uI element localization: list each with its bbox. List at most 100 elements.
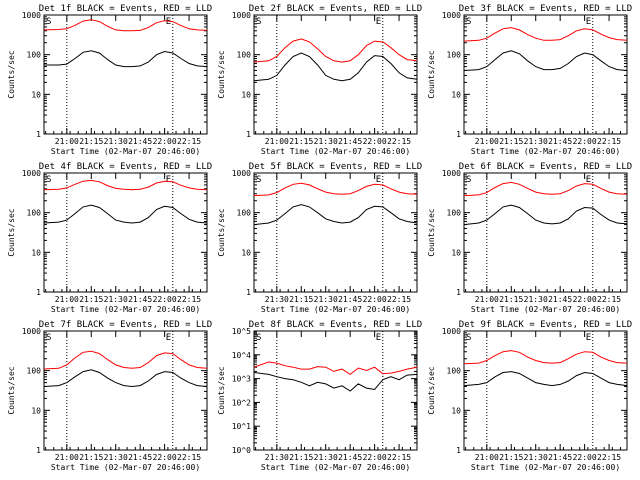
x-axis-label: Start Time (02-Mar-07 20:46:00)	[471, 147, 620, 156]
y-tick-label: 1000	[442, 11, 461, 20]
x-tick-label: 21:45	[338, 453, 362, 462]
x-tick-label: 21:00	[55, 137, 79, 146]
y-tick-label: 10	[31, 248, 41, 257]
lld-series-line	[253, 182, 418, 197]
x-tick-label: 22:00	[363, 295, 387, 304]
events-series-line	[463, 204, 628, 226]
panel-title: Det 9f BLACK = Events, RED = LLD	[459, 320, 632, 330]
plot-frame	[463, 14, 628, 135]
x-tick-label: 21:15	[79, 137, 103, 146]
detector-panel-1: Det 1f BLACK = Events, RED = LLD 1 10 100 10…	[7, 4, 212, 156]
x-tick-label: 21:45	[548, 137, 572, 146]
end-marker: E	[586, 175, 591, 185]
x-tick-label: 21:30	[265, 295, 289, 304]
events-series-line	[44, 50, 208, 68]
x-tick-label: 22:00	[363, 453, 387, 462]
start-marker: S	[46, 333, 51, 343]
x-tick-label: 21:30	[314, 453, 338, 462]
end-marker: E	[376, 333, 381, 343]
detector-panel-7: Det 7f BLACK = Events, RED = LLD 1 10 100 10…	[7, 320, 212, 472]
end-marker: E	[166, 17, 171, 27]
lld-series-line	[463, 350, 628, 365]
lld-series-line	[463, 27, 628, 42]
x-tick-label: 22:00	[153, 453, 177, 462]
x-tick-label: 22:00	[363, 137, 387, 146]
y-tick-label: 1	[246, 288, 251, 297]
x-tick-label: 21:45	[338, 137, 362, 146]
events-series-line	[463, 371, 628, 387]
x-tick-label: 21:30	[314, 295, 338, 304]
x-tick-label: 21:00	[55, 453, 79, 462]
x-axis-label: Start Time (02-Mar-07 20:46:00)	[51, 305, 200, 314]
x-tick-label: 22:15	[597, 137, 621, 146]
x-tick-label: 22:15	[177, 453, 201, 462]
start-marker: S	[256, 333, 261, 343]
detector-panel-5: Det 5f BLACK = Events, RED = LLD 1 10 100 10…	[217, 162, 422, 314]
y-tick-label: 100	[447, 51, 462, 60]
events-series-line	[253, 372, 418, 392]
y-tick-label: 10^3	[232, 375, 251, 384]
y-tick-label: 1	[36, 130, 41, 139]
x-tick-label: 21:00	[475, 295, 499, 304]
x-tick-label: 21:30	[104, 295, 128, 304]
y-tick-label: 1000	[22, 11, 41, 20]
y-tick-label: 10^1	[232, 422, 251, 431]
end-marker: E	[586, 333, 591, 343]
x-tick-label: 21:45	[128, 295, 152, 304]
y-axis-label: Counts/sec	[427, 50, 436, 98]
x-tick-label: 22:15	[177, 295, 201, 304]
x-tick-label: 21:15	[79, 295, 103, 304]
y-tick-label: 1000	[442, 327, 461, 336]
panel-title: Det 1f BLACK = Events, RED = LLD	[39, 4, 212, 14]
detector-panel-9: Det 9f BLACK = Events, RED = LLD 1 10 100 10…	[427, 320, 632, 472]
y-axis-label: Counts/sec	[217, 208, 226, 256]
end-marker: E	[376, 175, 381, 185]
x-tick-label: 21:30	[524, 453, 548, 462]
x-axis-label: Start Time (02-Mar-07 20:46:00)	[471, 463, 620, 472]
x-tick-label: 21:15	[289, 453, 313, 462]
x-tick-label: 21:00	[55, 295, 79, 304]
x-tick-label: 21:15	[289, 137, 313, 146]
x-tick-label: 21:15	[79, 453, 103, 462]
x-axis-label: Start Time (02-Mar-07 20:46:00)	[261, 305, 410, 314]
y-tick-label: 1000	[22, 327, 41, 336]
x-tick-label: 22:00	[573, 453, 597, 462]
start-marker: S	[256, 17, 261, 27]
x-tick-label: 22:15	[387, 137, 411, 146]
y-tick-label: 1000	[442, 169, 461, 178]
y-axis-label: Counts/sec	[7, 50, 16, 98]
y-tick-label: 1	[456, 288, 461, 297]
panel-title: Det 3f BLACK = Events, RED = LLD	[459, 4, 632, 14]
y-tick-label: 100	[27, 209, 42, 218]
y-tick-label: 10	[451, 406, 461, 415]
x-tick-label: 22:15	[177, 137, 201, 146]
x-tick-label: 22:00	[573, 137, 597, 146]
lld-series-line	[463, 181, 628, 197]
x-tick-label: 21:30	[104, 453, 128, 462]
x-tick-label: 22:15	[597, 453, 621, 462]
y-tick-label: 10^2	[232, 398, 251, 407]
y-axis-label: Counts/sec	[7, 366, 16, 414]
y-axis-label: Counts/sec	[7, 208, 16, 256]
y-tick-label: 100	[27, 367, 42, 376]
y-tick-label: 10	[31, 90, 41, 99]
y-tick-label: 1	[456, 446, 461, 455]
y-tick-label: 10^5	[232, 327, 251, 336]
y-axis-label: Counts/sec	[427, 208, 436, 256]
x-tick-label: 21:00	[475, 137, 499, 146]
x-tick-label: 22:00	[573, 295, 597, 304]
x-tick-label: 21:45	[128, 453, 152, 462]
x-axis-label: Start Time (02-Mar-07 20:46:00)	[51, 147, 200, 156]
y-tick-label: 1000	[22, 169, 41, 178]
x-tick-label: 21:30	[524, 137, 548, 146]
x-axis-label: Start Time (02-Mar-07 20:46:00)	[51, 463, 200, 472]
plot-frame	[43, 330, 208, 451]
y-tick-label: 100	[237, 209, 252, 218]
end-marker: E	[586, 17, 591, 27]
x-tick-label: 22:15	[597, 295, 621, 304]
start-marker: S	[46, 175, 51, 185]
plot-frame	[253, 172, 418, 293]
x-tick-label: 21:30	[265, 453, 289, 462]
x-tick-label: 21:15	[499, 137, 523, 146]
x-tick-label: 21:45	[338, 295, 362, 304]
